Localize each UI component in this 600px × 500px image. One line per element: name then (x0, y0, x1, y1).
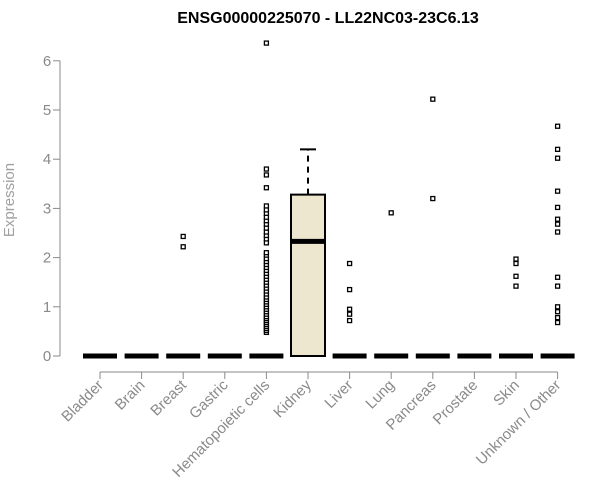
outlier-point (263, 172, 270, 178)
outlier-point (346, 286, 353, 293)
outlier-point (263, 250, 270, 256)
outlier-point (513, 256, 519, 262)
outlier-point (554, 319, 561, 326)
outlier-point (346, 306, 353, 312)
y-axis: 0 1 2 3 4 5 6 (43, 53, 61, 365)
y-tick-label: 4 (43, 151, 51, 168)
outlier-point (346, 260, 353, 267)
outlier-point (346, 311, 353, 317)
outlier-point (554, 155, 561, 161)
box-group (332, 260, 367, 359)
x-tick-label: Kidney (270, 376, 315, 421)
plot-area (83, 40, 575, 359)
outlier-point (513, 273, 519, 279)
y-tick-label: 0 (43, 348, 51, 365)
outlier-point (180, 233, 186, 240)
box-group (540, 123, 575, 359)
x-tick-label: Prostate (430, 377, 482, 429)
outlier-point (430, 96, 436, 102)
outlier-point (346, 317, 353, 324)
x-tick-label: Skin (490, 377, 523, 410)
box-group (166, 233, 201, 359)
y-tick-label: 3 (43, 200, 51, 217)
x-tick-label: Liver (321, 377, 356, 412)
x-tick-label: Brain (112, 377, 149, 414)
chart-title: ENSG00000225070 - LL22NC03-23C6.13 (177, 10, 479, 27)
outlier-point (554, 188, 561, 194)
outlier-point (263, 40, 270, 46)
x-tick-label: Breast (147, 376, 190, 419)
y-tick-label: 6 (43, 53, 51, 70)
box-group (415, 96, 450, 359)
outlier-point (388, 210, 394, 216)
y-tick-label: 5 (43, 102, 51, 119)
outlier-point (263, 185, 270, 191)
box-group (499, 256, 533, 359)
outlier-point (554, 146, 561, 153)
outlier-point (263, 203, 270, 209)
outlier-point (554, 204, 561, 211)
outlier-point (554, 304, 561, 310)
box-group (290, 148, 326, 357)
outlier-point (554, 309, 561, 315)
box-rect (290, 193, 326, 357)
y-tick-label: 1 (43, 299, 51, 316)
outlier-point (554, 216, 561, 222)
outlier-point (263, 166, 270, 172)
outlier-point (513, 283, 519, 289)
outlier-point (554, 123, 561, 129)
y-axis-label: Expression (1, 163, 18, 237)
outlier-point (180, 244, 186, 250)
x-tick-label: Bladder (58, 377, 107, 426)
box-group (249, 40, 284, 359)
outlier-point (554, 274, 561, 280)
x-tick-label: Lung (362, 377, 398, 413)
outlier-point (554, 229, 561, 235)
outlier-point (430, 195, 436, 202)
outlier-point (554, 221, 561, 227)
box-group (374, 210, 409, 359)
outlier-point (554, 314, 561, 321)
y-tick-label: 2 (43, 250, 51, 267)
outlier-point (513, 260, 519, 267)
outlier-point (554, 283, 561, 289)
